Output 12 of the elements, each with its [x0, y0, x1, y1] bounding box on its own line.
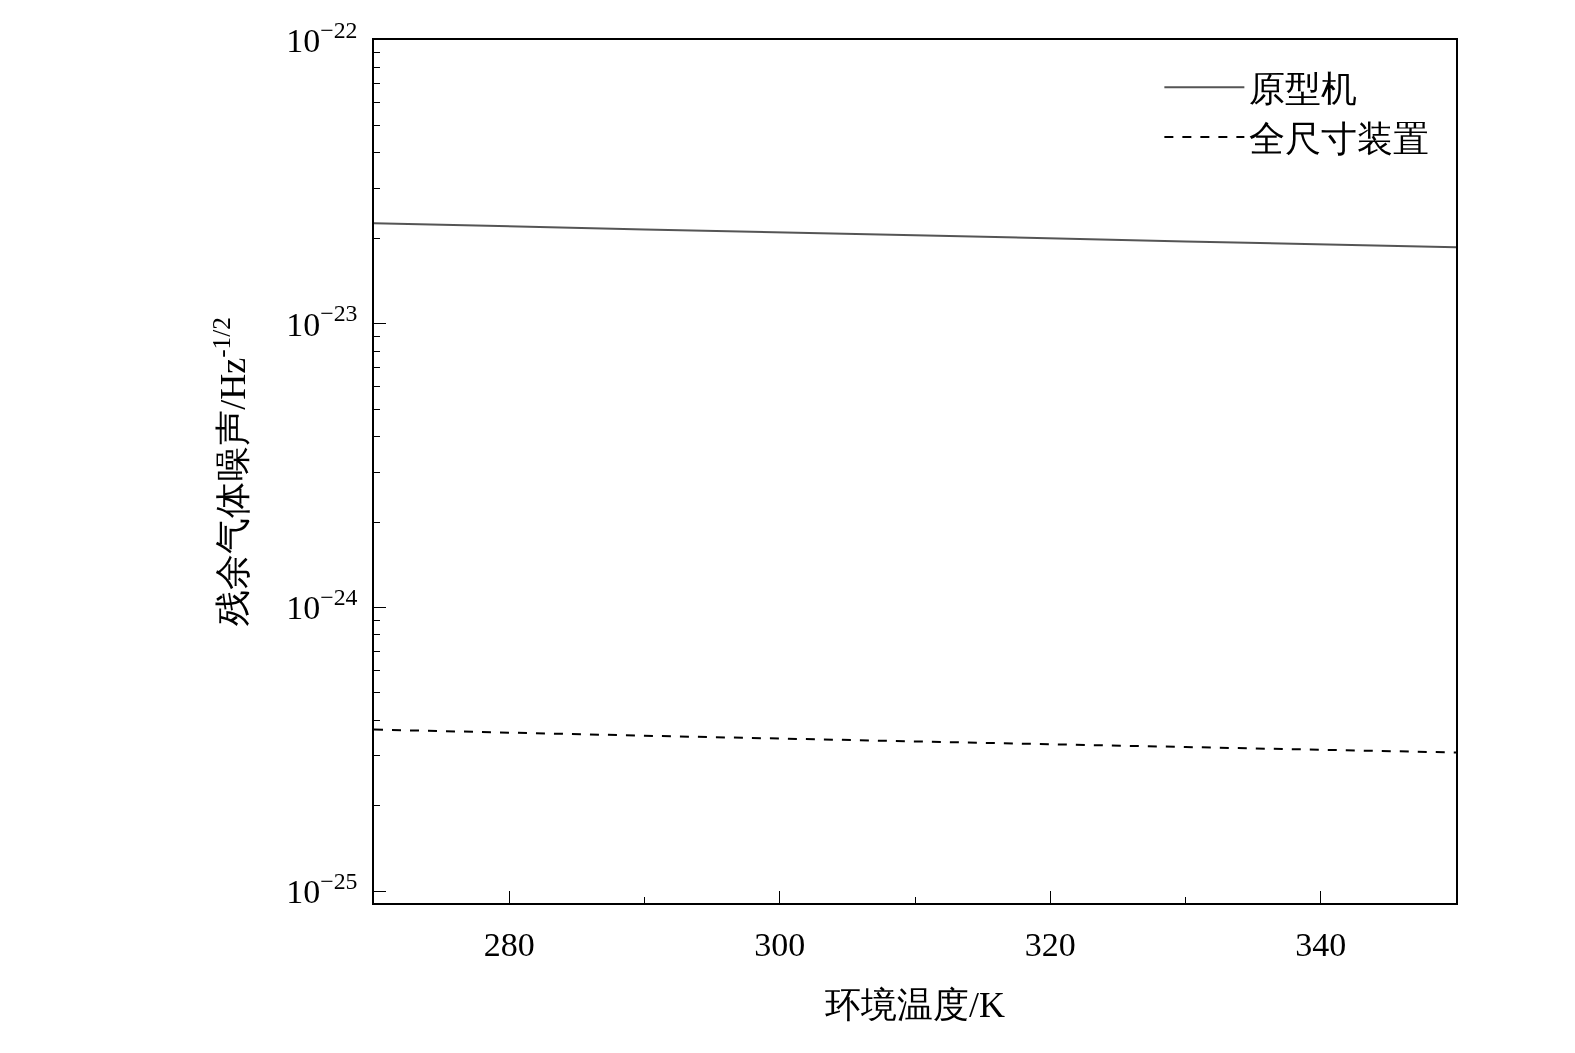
x-tick-label: 280: [483, 925, 535, 963]
x-tick-label: 320: [1024, 925, 1076, 963]
legend-label: 全尺寸装置: [1249, 118, 1430, 159]
line-series: [374, 222, 1456, 249]
y-tick-label: 10$^{−24}$: [286, 584, 358, 627]
x-axis-title: 环境温度/K: [825, 984, 1005, 1025]
x-tick-label: 340: [1295, 925, 1347, 963]
legend-label: 原型机: [1249, 68, 1358, 110]
y-tick-label: 10$^{−25}$: [286, 867, 358, 911]
y-tick-label: 10$^{−22}$: [286, 16, 358, 59]
y-tick-label: 10$^{−23}$: [286, 300, 358, 343]
x-tick-label: 300: [754, 925, 806, 963]
